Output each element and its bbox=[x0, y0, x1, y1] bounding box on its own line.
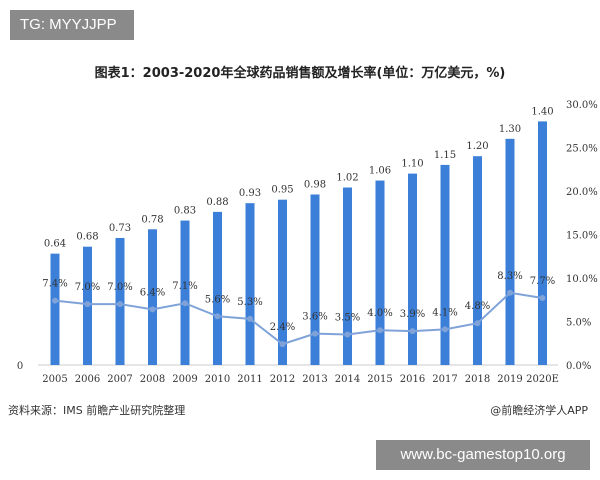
line-point bbox=[507, 289, 513, 296]
bar-label: 1.10 bbox=[401, 159, 423, 170]
line-label: 4.1% bbox=[432, 307, 457, 318]
bar bbox=[538, 121, 547, 366]
line-point bbox=[247, 315, 253, 322]
bar bbox=[375, 180, 385, 365]
x-tick-label: 2014 bbox=[335, 374, 360, 385]
bar-label: 1.15 bbox=[434, 150, 456, 161]
x-tick-label: 2010 bbox=[205, 374, 230, 385]
chart: 0 0.0% 5.0% 10.0% 15.0% 20.0% 25.0% 30.0% 0.64 20… bbox=[17, 100, 598, 385]
bar bbox=[180, 220, 190, 365]
line-point bbox=[409, 328, 416, 335]
line-label: 4.8% bbox=[465, 301, 490, 312]
source-note: 资料来源：IMS 前瞻产业研究院整理 bbox=[8, 404, 186, 417]
line-label: 3.5% bbox=[335, 313, 360, 324]
x-tick-label: 2005 bbox=[42, 374, 67, 385]
bar-label: 1.40 bbox=[531, 106, 553, 117]
right-tick-label: 25.0% bbox=[566, 144, 598, 155]
line-label: 5.6% bbox=[205, 294, 230, 305]
bar bbox=[213, 211, 222, 365]
line-label: 7.1% bbox=[172, 281, 197, 292]
bar-label: 1.06 bbox=[369, 166, 391, 177]
line-label: 7.4% bbox=[42, 279, 67, 290]
bar-label: 0.88 bbox=[206, 197, 228, 208]
line-label: 3.6% bbox=[302, 312, 327, 323]
line-label: 5.3% bbox=[237, 297, 262, 308]
line-point bbox=[182, 300, 188, 307]
bar-label: 0.73 bbox=[109, 223, 131, 234]
line-label: 7.0% bbox=[107, 282, 132, 293]
x-tick-label: 2006 bbox=[75, 374, 100, 385]
watermark-url: www.bc-gamestop10.org bbox=[376, 440, 590, 470]
x-tick-label: 2013 bbox=[302, 374, 327, 385]
right-tick-label: 5.0% bbox=[566, 318, 591, 329]
line-point bbox=[312, 330, 318, 337]
line-point bbox=[149, 306, 156, 313]
tag-label: TG: MYYJJPP bbox=[10, 10, 134, 40]
x-tick-label: 2011 bbox=[237, 374, 262, 385]
right-tick-label: 30.0% bbox=[566, 100, 598, 111]
x-tick-label: 2008 bbox=[140, 374, 165, 385]
line-point bbox=[539, 295, 546, 302]
line-label: 6.4% bbox=[140, 287, 165, 298]
bar-label: 1.30 bbox=[499, 124, 521, 135]
x-tick-label: 2016 bbox=[400, 374, 425, 385]
line-point bbox=[117, 301, 123, 308]
right-tick-label: 15.0% bbox=[566, 231, 598, 242]
line-label: 3.9% bbox=[400, 309, 425, 320]
x-tick-label: 2017 bbox=[432, 374, 457, 385]
bar-label: 1.02 bbox=[336, 173, 358, 184]
bar bbox=[50, 253, 60, 365]
bar bbox=[408, 173, 417, 365]
bar bbox=[473, 156, 482, 365]
x-tick-label: 2018 bbox=[465, 374, 490, 385]
line-point bbox=[52, 297, 58, 304]
bar-label: 0.64 bbox=[44, 239, 66, 250]
brand-note: @前瞻经济学人APP bbox=[490, 404, 588, 417]
line-point bbox=[214, 313, 221, 320]
bar bbox=[148, 229, 157, 365]
bar bbox=[245, 203, 255, 365]
x-tick-label: 2012 bbox=[270, 374, 295, 385]
bar-label: 0.95 bbox=[271, 185, 293, 196]
bar-label: 0.78 bbox=[141, 214, 163, 225]
x-tick-label: 2019 bbox=[497, 374, 522, 385]
bar bbox=[278, 199, 287, 365]
bar bbox=[310, 194, 320, 365]
line-label: 2.4% bbox=[270, 322, 295, 333]
x-tick-label: 2007 bbox=[107, 374, 132, 385]
x-tick-label: 2009 bbox=[172, 374, 197, 385]
bar-label: 0.68 bbox=[76, 232, 98, 243]
right-tick-label: 0.0% bbox=[566, 361, 591, 372]
bar-label: 0.98 bbox=[304, 179, 326, 190]
line-point bbox=[84, 301, 91, 308]
chart-title: 图表1：2003-2020年全球药品销售额及增长率(单位：万亿美元，%) bbox=[94, 66, 506, 81]
right-tick-label: 20.0% bbox=[566, 187, 598, 198]
line-label: 7.7% bbox=[530, 276, 555, 287]
bar-label: 0.83 bbox=[174, 206, 196, 217]
left-tick-label: 0 bbox=[17, 361, 23, 372]
bar-label: 0.93 bbox=[239, 188, 261, 199]
line-label: 4.0% bbox=[367, 308, 392, 319]
line-point bbox=[474, 320, 481, 327]
line-point bbox=[279, 341, 286, 348]
line-point bbox=[344, 331, 351, 338]
bar bbox=[440, 164, 450, 365]
x-tick-label: 2015 bbox=[367, 374, 392, 385]
line-point bbox=[377, 327, 383, 334]
line-label: 8.3% bbox=[497, 271, 522, 282]
right-tick-label: 10.0% bbox=[566, 274, 598, 285]
bar bbox=[343, 187, 352, 365]
x-tick-label: 2020E bbox=[526, 374, 559, 385]
bar-label: 1.20 bbox=[466, 141, 488, 152]
line-label: 7.0% bbox=[75, 282, 100, 293]
line-point bbox=[442, 326, 448, 333]
bar bbox=[505, 138, 515, 365]
growth-line bbox=[54, 291, 543, 346]
